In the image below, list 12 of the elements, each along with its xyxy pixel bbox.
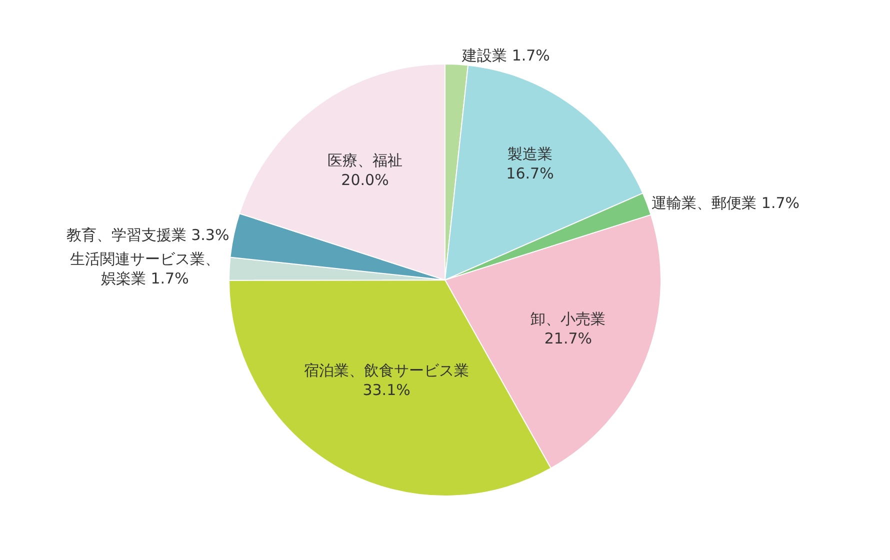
slice-label: 運輸業、郵便業 1.7% — [652, 194, 800, 212]
slice-label: 生活関連サービス業、娯楽業 1.7% — [70, 250, 220, 288]
data-label: 21.7% — [544, 329, 592, 348]
slice-label: 卸、小売業 — [530, 310, 606, 328]
data-label: 33.1% — [362, 380, 410, 399]
data-label: 20.0% — [341, 170, 389, 189]
slice-label: 製造業 — [508, 145, 553, 164]
data-label: 16.7% — [506, 164, 554, 183]
slice-label: 宿泊業、飲食サービス業 — [304, 361, 470, 380]
slice-label: 医療、福祉 — [327, 151, 402, 170]
slice-label: 建設業 1.7% — [461, 46, 550, 64]
slice-label: 教育、学習支援業 3.3% — [66, 226, 230, 244]
